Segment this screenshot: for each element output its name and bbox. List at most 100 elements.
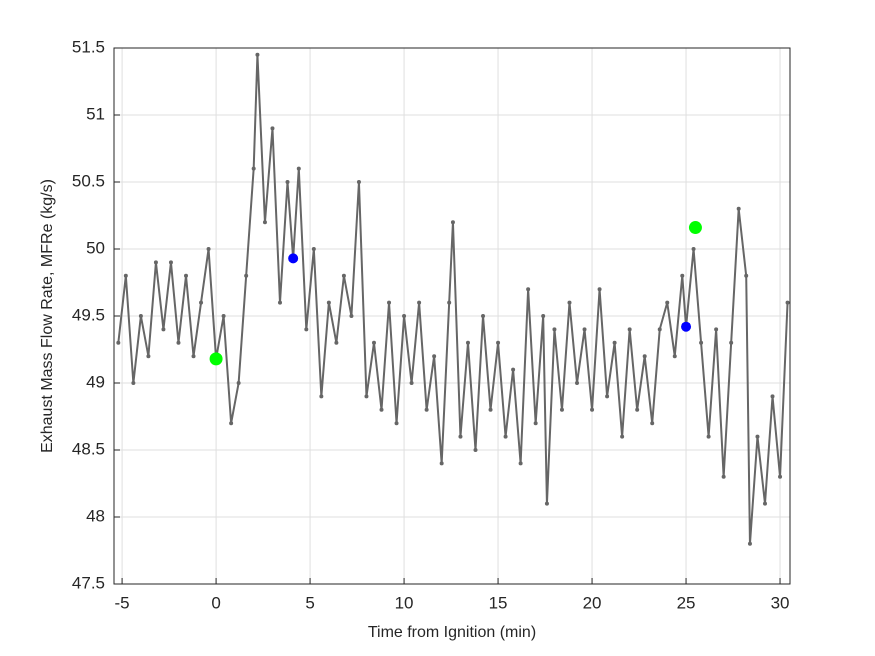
series-marker xyxy=(620,434,625,439)
series-marker xyxy=(277,300,282,305)
series-marker xyxy=(304,327,309,332)
series-marker xyxy=(665,300,670,305)
series-marker xyxy=(526,287,531,292)
y-tick-label: 49 xyxy=(86,372,105,391)
series-marker xyxy=(176,340,181,345)
series-marker xyxy=(714,327,719,332)
series-marker xyxy=(326,300,331,305)
series-marker xyxy=(341,273,346,278)
series-marker xyxy=(199,300,204,305)
series-marker xyxy=(371,340,376,345)
x-tick-label: 10 xyxy=(395,593,414,612)
series-marker xyxy=(590,407,595,412)
series-marker xyxy=(706,434,711,439)
series-marker xyxy=(503,434,508,439)
highlight-point xyxy=(681,321,692,332)
series-marker xyxy=(736,206,741,211)
series-marker xyxy=(311,247,316,251)
series-marker xyxy=(356,180,361,184)
series-marker xyxy=(387,300,392,305)
highlight-point xyxy=(209,352,223,366)
series-marker xyxy=(255,52,260,57)
series-marker xyxy=(206,247,211,251)
series-marker xyxy=(221,314,226,318)
series-marker xyxy=(642,354,647,359)
x-tick-label: 5 xyxy=(305,593,314,612)
series-marker xyxy=(559,407,564,412)
series-marker xyxy=(605,394,610,399)
series-marker xyxy=(364,394,369,399)
series-marker xyxy=(285,180,290,184)
series-marker xyxy=(612,340,617,345)
series-marker xyxy=(409,381,414,385)
series-marker xyxy=(729,340,734,345)
series-marker xyxy=(183,273,188,278)
series-marker xyxy=(349,314,354,318)
x-axis-label: Time from Ignition (min) xyxy=(368,624,536,641)
series-marker xyxy=(511,367,516,372)
series-marker xyxy=(747,541,752,546)
highlight-point xyxy=(288,253,299,264)
series-marker xyxy=(229,421,234,426)
series-marker xyxy=(138,314,143,318)
series-marker xyxy=(402,314,407,318)
series-marker xyxy=(123,273,128,278)
series-marker xyxy=(458,434,463,439)
series-marker xyxy=(778,474,783,479)
series-marker xyxy=(762,501,767,506)
y-tick-label: 47.5 xyxy=(72,573,105,592)
x-tick-label: 30 xyxy=(771,593,790,612)
series-marker xyxy=(785,300,790,305)
y-tick-label: 48 xyxy=(86,506,105,525)
series-marker xyxy=(635,407,640,412)
series-marker xyxy=(544,501,549,506)
series-marker xyxy=(262,220,267,225)
series-marker xyxy=(116,340,121,345)
series-marker xyxy=(447,300,452,305)
series-marker xyxy=(699,340,704,345)
series-marker xyxy=(721,474,726,479)
y-tick-label: 48.5 xyxy=(72,439,105,458)
series-marker xyxy=(465,340,470,345)
series-marker xyxy=(379,407,384,412)
x-tick-label: 15 xyxy=(489,593,508,612)
series-marker xyxy=(439,461,444,466)
series-marker xyxy=(296,166,301,171)
series-marker xyxy=(597,287,602,292)
series-marker xyxy=(496,340,501,345)
series-marker xyxy=(153,260,158,265)
series-marker xyxy=(473,448,478,452)
series-marker xyxy=(672,354,677,359)
series-marker xyxy=(270,126,275,131)
series-marker xyxy=(131,381,136,385)
y-axis-label: Exhaust Mass Flow Rate, MFRe (kg/s) xyxy=(39,179,56,453)
series-marker xyxy=(319,394,324,399)
series-marker xyxy=(567,300,572,305)
series-marker xyxy=(450,220,455,225)
series-marker xyxy=(334,340,339,345)
x-tick-label: 25 xyxy=(677,593,696,612)
series-marker xyxy=(575,381,580,385)
series-marker xyxy=(481,314,486,318)
series-marker xyxy=(627,327,632,332)
series-marker xyxy=(691,247,696,251)
series-marker xyxy=(191,354,196,359)
x-tick-label: -5 xyxy=(115,593,130,612)
series-marker xyxy=(744,273,749,278)
series-marker xyxy=(146,354,151,359)
series-marker xyxy=(424,407,429,412)
series-marker xyxy=(236,381,241,385)
series-marker xyxy=(432,354,437,359)
series-marker xyxy=(518,461,523,466)
series-marker xyxy=(533,421,538,426)
series-marker xyxy=(582,327,587,332)
y-tick-label: 50.5 xyxy=(72,171,105,190)
series-marker xyxy=(541,314,546,318)
series-marker xyxy=(657,327,662,332)
series-marker xyxy=(394,421,399,426)
series-marker xyxy=(251,166,256,171)
series-marker xyxy=(417,300,422,305)
series-marker xyxy=(755,434,760,439)
